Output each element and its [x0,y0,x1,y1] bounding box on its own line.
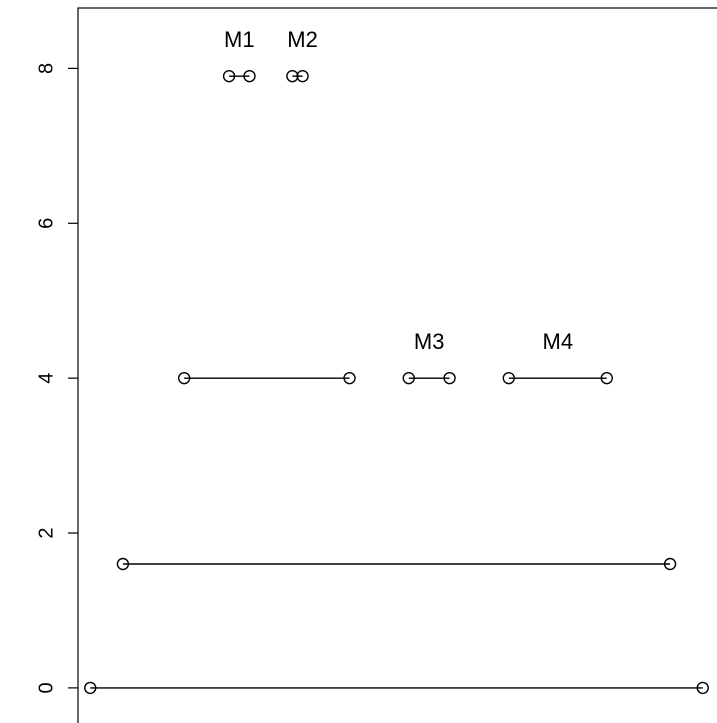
segment-point [116,557,130,571]
segment-point [243,69,256,83]
segment-point [600,371,613,385]
annotation-label: M1 [224,27,255,52]
y-tick-label: 6 [35,218,57,229]
y-tick-label: 2 [35,527,57,538]
y-tick-label: 0 [35,682,57,693]
y-tick-label: 8 [35,63,57,74]
segment-point [663,557,677,571]
annotation-label: M2 [287,27,318,52]
segment-point [502,371,515,385]
segment-point [402,371,415,385]
segment-point [222,69,236,83]
segment-group [84,69,709,695]
segment-point [443,371,456,385]
annotation-label: M4 [543,329,574,354]
y-axis: 0 2 4 6 8 [35,63,78,693]
annotation-group: M1 M2 M3 M4 [224,27,573,354]
segment-point [696,681,709,695]
segment-point [296,69,309,83]
segment-point [286,69,299,83]
segment-point [177,371,191,385]
y-tick-label: 4 [35,373,57,384]
segment-point [343,371,356,385]
annotation-label: M3 [414,329,445,354]
segment-point [84,681,97,695]
plot-frame [77,7,717,723]
